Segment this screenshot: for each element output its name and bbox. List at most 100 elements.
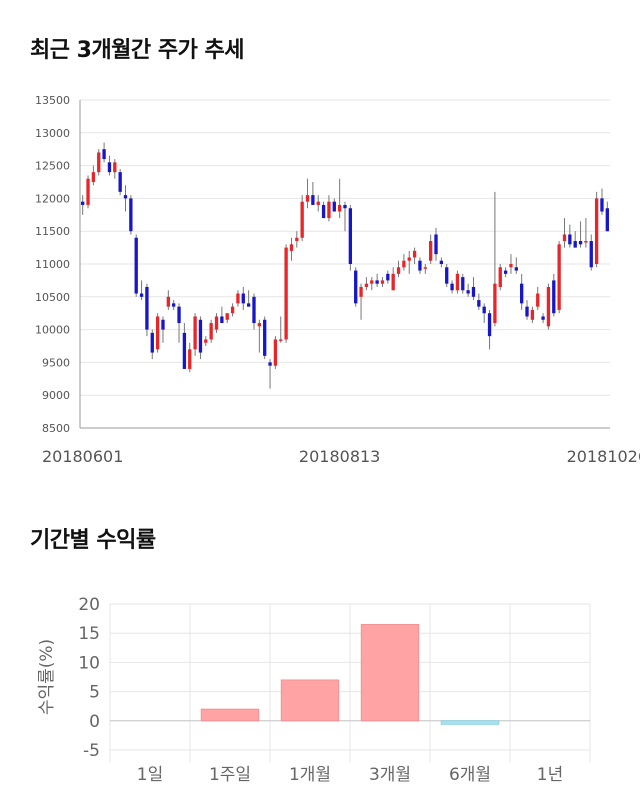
candle (423, 264, 427, 274)
candle (562, 218, 567, 248)
candle-body (536, 293, 540, 307)
period-return-title: 기간별 수익률 (30, 528, 156, 553)
y-tick-label: 9500 (42, 356, 70, 369)
y-tick-label: 10000 (35, 324, 70, 337)
candle (236, 290, 240, 307)
candle-body (337, 204, 342, 212)
candle-body (450, 283, 454, 291)
y-tick-label: 10500 (35, 291, 70, 304)
candle-body (209, 323, 213, 340)
candle (289, 237, 294, 261)
candle (139, 280, 144, 301)
candle-body (445, 267, 449, 284)
candle (466, 283, 470, 297)
candle-body (182, 332, 187, 369)
bar (280, 679, 340, 722)
candle (214, 313, 219, 333)
candle-body (284, 247, 288, 340)
candlestick-chart: 8500 9000 9500 10000 10500 11000 11500 12000 125… (35, 94, 640, 466)
x-tick-label: 1주일 (209, 765, 251, 785)
bar (440, 720, 500, 725)
candle-body (375, 280, 379, 284)
y-tick-label: 5 (89, 683, 100, 703)
candle-body (220, 316, 224, 324)
candle (300, 195, 304, 242)
y-tick-label: 10 (78, 653, 100, 673)
candle (594, 191, 599, 268)
y-tick-label: 11000 (35, 258, 70, 271)
candle (418, 257, 422, 274)
candle-body (145, 286, 149, 330)
candle-body (439, 260, 444, 264)
candle (123, 185, 128, 212)
candle (552, 273, 556, 317)
candle (568, 224, 572, 248)
candle (193, 313, 197, 356)
candle (461, 273, 465, 294)
candle-body (578, 241, 583, 245)
candle-body (246, 303, 251, 307)
candle (386, 270, 390, 284)
candle-body (605, 208, 609, 232)
x-tick-label: 1년 (537, 765, 563, 785)
candle-body (97, 152, 101, 173)
y-axis-label: 수익률(%) (37, 639, 57, 715)
candle-body (155, 316, 160, 350)
candle-body (503, 270, 508, 274)
candle (188, 342, 192, 373)
candle-body (557, 244, 561, 310)
candle-body (118, 172, 122, 192)
candle-body (81, 201, 85, 205)
candle-body (327, 201, 331, 219)
candle-body (230, 306, 235, 314)
candle-body (455, 273, 460, 291)
candle-body (509, 264, 513, 268)
candle (166, 290, 170, 310)
candle (439, 257, 444, 268)
candle (263, 316, 267, 360)
candle-body (568, 234, 572, 245)
candle (407, 250, 411, 274)
y-tick-label: 12000 (35, 192, 70, 205)
candle (321, 201, 326, 219)
candle (134, 234, 138, 297)
candle (573, 231, 577, 248)
candle-body (316, 201, 320, 205)
candle-body (573, 241, 577, 248)
candle (364, 277, 369, 291)
candle (327, 195, 331, 222)
candle (428, 234, 433, 264)
candle-body (589, 241, 593, 268)
candle-body (177, 306, 181, 324)
candle (172, 300, 176, 310)
y-tick-label: 13000 (35, 127, 70, 140)
candle (81, 195, 85, 215)
bar (200, 708, 260, 722)
candle-body (348, 208, 353, 264)
candle-body (493, 283, 497, 324)
candle-body (198, 319, 203, 353)
candle (503, 267, 508, 278)
candle-body (562, 234, 567, 242)
candle (536, 286, 540, 310)
candle-body (263, 319, 267, 356)
y-tick-label: 13500 (35, 94, 70, 107)
candle-body (150, 332, 154, 353)
candle (514, 257, 518, 274)
candle-body (370, 280, 374, 284)
candle (177, 303, 181, 343)
candle (493, 191, 497, 327)
candle-body (214, 316, 219, 330)
candle-body (530, 309, 535, 320)
x-tick-label: 6개월 (449, 765, 491, 785)
candle (584, 218, 588, 248)
candle-body (546, 286, 551, 327)
candle (295, 231, 299, 248)
candle (129, 195, 133, 235)
y-tick-label: 8500 (42, 422, 70, 435)
candle (477, 293, 481, 310)
y-tick-label: 20 (78, 595, 100, 615)
candle (107, 155, 112, 176)
candle-body (107, 162, 112, 173)
candle (509, 254, 513, 274)
